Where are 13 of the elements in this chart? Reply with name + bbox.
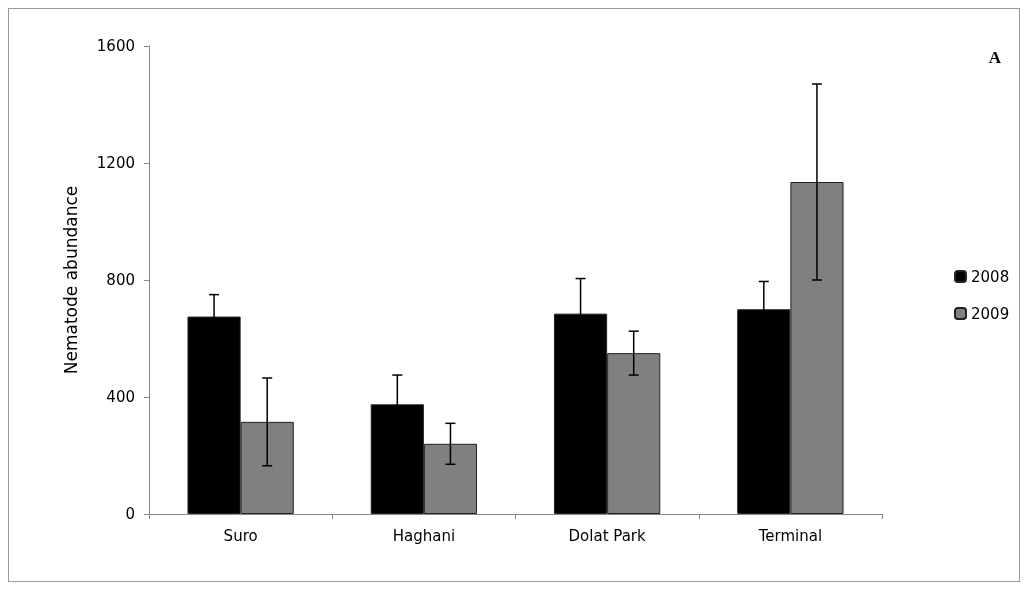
y-tick-label: 0 bbox=[125, 505, 135, 523]
y-tick-label: 800 bbox=[106, 271, 135, 289]
x-tick-label: Dolat Park bbox=[568, 526, 647, 545]
x-tick-label: Terminal bbox=[757, 526, 823, 545]
legend-label: 2008 bbox=[971, 267, 1010, 286]
x-tick-label: Suro bbox=[223, 526, 258, 545]
y-tick-label: 1600 bbox=[96, 37, 135, 55]
y-axis-title: Nematode abundance bbox=[60, 185, 81, 375]
legend-label: 2009 bbox=[971, 304, 1010, 323]
x-tick-label: Haghani bbox=[392, 526, 456, 545]
y-tick-label: 400 bbox=[106, 388, 135, 406]
text: A bbox=[988, 48, 1002, 67]
y-tick-label: 1200 bbox=[96, 154, 135, 172]
